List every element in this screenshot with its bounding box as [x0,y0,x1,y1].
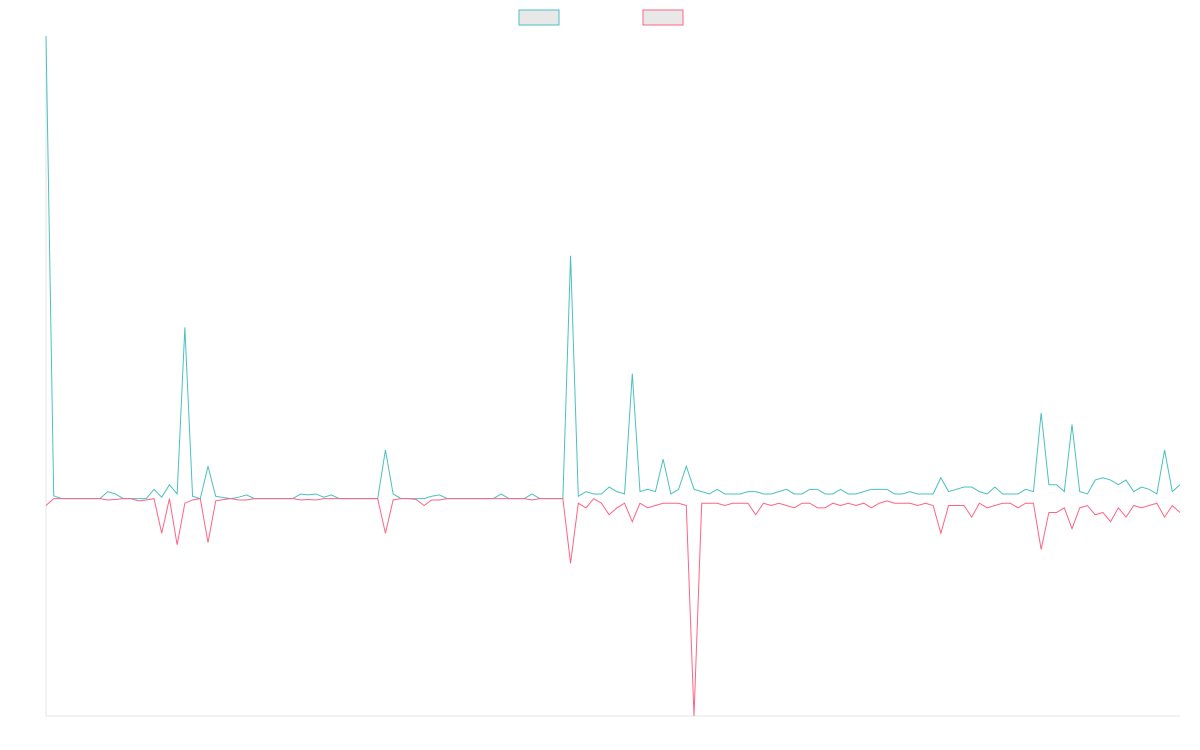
series-line [45,497,1181,717]
series-line [45,35,1181,500]
legend-swatch [518,9,560,26]
legend-swatch [642,9,684,26]
